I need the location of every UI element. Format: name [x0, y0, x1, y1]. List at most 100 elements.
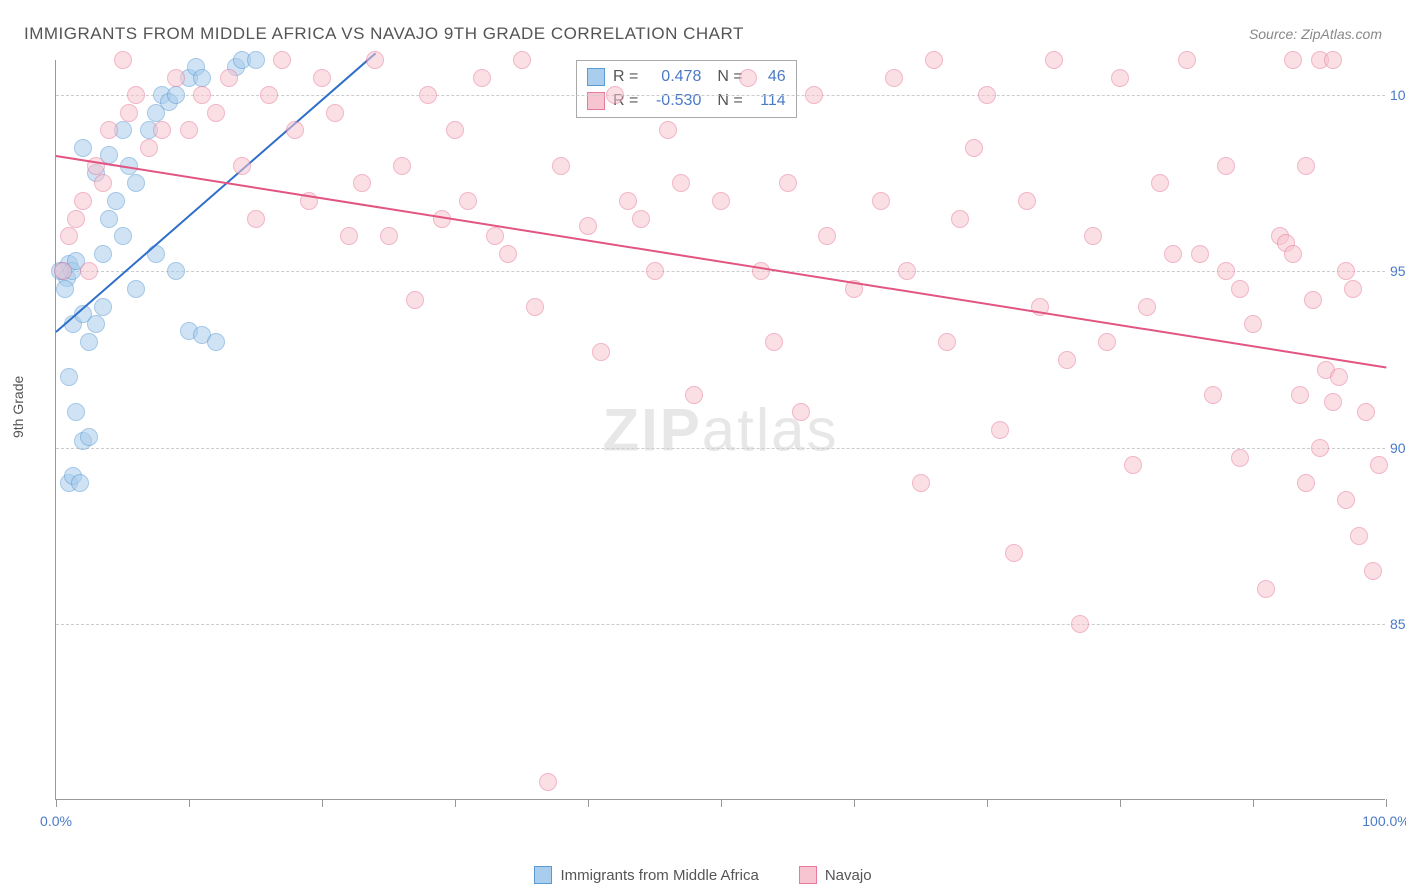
data-point	[646, 262, 664, 280]
r-label: R =	[613, 65, 638, 89]
data-point	[938, 333, 956, 351]
data-point	[912, 474, 930, 492]
data-point	[513, 51, 531, 69]
data-point	[1151, 174, 1169, 192]
data-point	[74, 139, 92, 157]
chart-header: IMMIGRANTS FROM MIDDLE AFRICA VS NAVAJO …	[24, 24, 1382, 44]
data-point	[1231, 280, 1249, 298]
data-point	[606, 86, 624, 104]
data-point	[220, 69, 238, 87]
y-tick-label: 95.0%	[1390, 263, 1406, 279]
watermark-light: atlas	[702, 396, 839, 463]
data-point	[313, 69, 331, 87]
x-tick	[189, 799, 190, 807]
data-point	[1084, 227, 1102, 245]
data-point	[1204, 386, 1222, 404]
data-point	[1257, 580, 1275, 598]
data-point	[1005, 544, 1023, 562]
data-point	[1018, 192, 1036, 210]
data-point	[1164, 245, 1182, 263]
data-point	[792, 403, 810, 421]
data-point	[1217, 157, 1235, 175]
data-point	[1058, 351, 1076, 369]
data-point	[193, 69, 211, 87]
data-point	[247, 210, 265, 228]
data-point	[100, 121, 118, 139]
legend-swatch	[587, 68, 605, 86]
gridline	[56, 271, 1385, 272]
data-point	[127, 280, 145, 298]
data-point	[1071, 615, 1089, 633]
data-point	[406, 291, 424, 309]
data-point	[1098, 333, 1116, 351]
data-point	[473, 69, 491, 87]
data-point	[459, 192, 477, 210]
data-point	[1178, 51, 1196, 69]
data-point	[1284, 51, 1302, 69]
data-point	[167, 86, 185, 104]
gridline	[56, 95, 1385, 96]
data-point	[94, 245, 112, 263]
data-point	[1311, 439, 1329, 457]
data-point	[1111, 69, 1129, 87]
series-legend: Immigrants from Middle Africa Navajo	[0, 866, 1406, 884]
x-tick	[1120, 799, 1121, 807]
x-tick-label: 0.0%	[40, 813, 72, 829]
data-point	[1337, 491, 1355, 509]
data-point	[80, 262, 98, 280]
data-point	[207, 333, 225, 351]
data-point	[579, 217, 597, 235]
data-point	[193, 86, 211, 104]
data-point	[818, 227, 836, 245]
x-tick	[455, 799, 456, 807]
data-point	[74, 192, 92, 210]
data-point	[978, 86, 996, 104]
x-tick	[987, 799, 988, 807]
data-point	[54, 262, 72, 280]
legend-label: Navajo	[825, 867, 872, 884]
y-tick-label: 85.0%	[1390, 616, 1406, 632]
legend-swatch	[799, 866, 817, 884]
data-point	[120, 104, 138, 122]
data-point	[353, 174, 371, 192]
data-point	[672, 174, 690, 192]
data-point	[619, 192, 637, 210]
data-point	[1291, 386, 1309, 404]
data-point	[1337, 262, 1355, 280]
data-point	[499, 245, 517, 263]
data-point	[446, 121, 464, 139]
data-point	[659, 121, 677, 139]
data-point	[898, 262, 916, 280]
data-point	[1217, 262, 1235, 280]
data-point	[260, 86, 278, 104]
data-point	[951, 210, 969, 228]
data-point	[991, 421, 1009, 439]
chart-source: Source: ZipAtlas.com	[1249, 26, 1382, 42]
data-point	[1344, 280, 1362, 298]
legend-item: Immigrants from Middle Africa	[534, 866, 758, 884]
data-point	[167, 262, 185, 280]
data-point	[127, 86, 145, 104]
data-point	[1324, 51, 1342, 69]
r-value: 0.478	[646, 65, 701, 89]
x-tick	[721, 799, 722, 807]
data-point	[71, 474, 89, 492]
gridline	[56, 624, 1385, 625]
data-point	[1045, 51, 1063, 69]
y-tick-label: 90.0%	[1390, 440, 1406, 456]
data-point	[925, 51, 943, 69]
data-point	[779, 174, 797, 192]
data-point	[592, 343, 610, 361]
n-value: 114	[751, 89, 786, 113]
data-point	[539, 773, 557, 791]
data-point	[765, 333, 783, 351]
legend-item: Navajo	[799, 866, 872, 884]
data-point	[552, 157, 570, 175]
chart-title: IMMIGRANTS FROM MIDDLE AFRICA VS NAVAJO …	[24, 24, 744, 44]
data-point	[326, 104, 344, 122]
data-point	[419, 86, 437, 104]
data-point	[872, 192, 890, 210]
data-point	[94, 298, 112, 316]
data-point	[114, 51, 132, 69]
data-point	[805, 86, 823, 104]
